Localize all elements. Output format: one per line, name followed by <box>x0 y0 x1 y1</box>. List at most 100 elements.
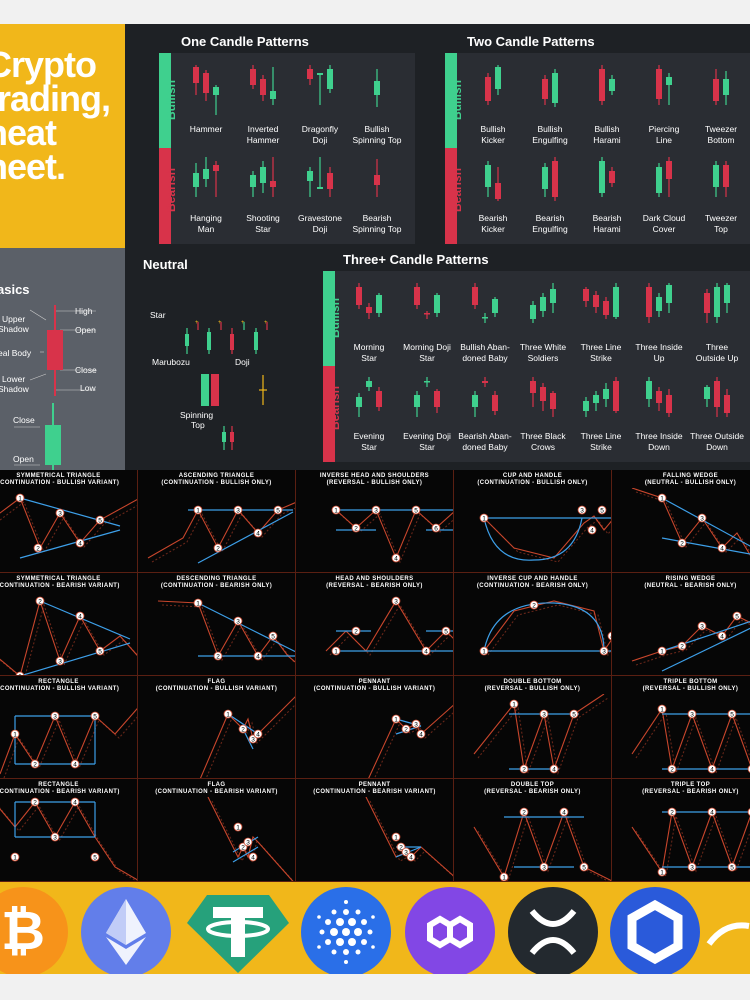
point-marker <box>243 837 253 847</box>
chart-pattern-title: SYMMETRICAL TRIANGLE <box>16 576 101 582</box>
point-marker <box>70 797 80 807</box>
point-number: 2 <box>522 767 526 774</box>
neutral-title: Neutral <box>143 257 188 272</box>
three-candle-bearish-mark <box>492 395 498 411</box>
point-number: 1 <box>18 496 22 503</box>
three-candle-bearish-caption: Bearish Aban- doned Baby <box>458 431 512 452</box>
point-number: 6 <box>434 526 438 533</box>
chainlink-logo-icon <box>610 887 700 974</box>
chart-pattern-cell: SYMMETRICAL TRIANGLE (CONTINUATION - BEAR… <box>0 573 138 676</box>
point-marker <box>539 862 549 872</box>
point-marker <box>697 513 707 523</box>
price-line <box>631 707 750 772</box>
two-candle-bullish-caption: Bullish Kicker <box>480 124 506 145</box>
trend-line <box>21 642 131 675</box>
chart-pattern-subtitle: (CONTINUATION - BULLISH ONLY) <box>477 480 588 486</box>
point-number: 2 <box>216 546 220 553</box>
point-number: 4 <box>394 556 398 563</box>
three-candle-bullish-caption: Bullish Aban- doned Baby <box>460 342 510 363</box>
price-line <box>147 502 295 559</box>
two-candle-bearish-caption: Tweezer Top <box>704 213 738 234</box>
chart-pattern-title: CUP AND HANDLE <box>502 473 563 479</box>
point-marker <box>391 714 401 724</box>
point-number: 5 <box>582 865 586 872</box>
chart-pattern-subtitle: (NEUTRAL - BULLISH ONLY) <box>644 480 737 486</box>
point-number: 1 <box>13 855 17 862</box>
one-candle-bullish-caption: Hammer <box>189 124 223 134</box>
point-marker <box>331 646 341 656</box>
three-candle-bearish-mark <box>540 387 546 401</box>
point-number: 2 <box>522 810 526 817</box>
point-number: 2 <box>216 654 220 661</box>
point-marker <box>15 493 25 503</box>
point-number: 2 <box>399 845 403 852</box>
two-candle-bullish-caption: Bullish Engulfing <box>532 124 568 145</box>
point-number: 1 <box>394 717 398 724</box>
chart-pattern-subtitle: (REVERSAL - BEARISH ONLY) <box>642 789 739 795</box>
chart-pattern-title: ASCENDING TRIANGLE <box>178 473 255 479</box>
two-candle-bearish-caption: Dark Cloud Cover <box>642 213 686 234</box>
one-candle-bearish-caption: Hanging Man <box>190 213 222 234</box>
chart-pattern-subtitle: (CONTINUATION - BULLISH VARIANT) <box>313 686 436 692</box>
point-marker <box>351 626 361 636</box>
point-marker <box>539 709 549 719</box>
three-candle-bearish-mark <box>356 397 362 407</box>
point-number: 3 <box>236 508 240 515</box>
point-number: 1 <box>196 601 200 608</box>
poster-title: Crypto trading, heat heet. <box>0 44 111 187</box>
three-candle-bullish-caption: Three Outside Up <box>695 342 739 363</box>
point-marker <box>569 709 579 719</box>
one-candle-bullish-caption: Bullish Spinning Top <box>352 124 402 145</box>
one-candle-bearish-mark <box>193 173 199 187</box>
trend-line <box>39 600 131 640</box>
chart-pattern-subtitle: (CONTINUATION - BULLISH ONLY) <box>161 480 272 486</box>
two-candle-bearish-caption: Bearish Engulfing <box>532 213 568 234</box>
point-marker <box>193 505 203 515</box>
two-candle-bullish-caption: Tweezer Bottom <box>704 124 738 145</box>
three-candle-bearish-mark <box>414 395 420 407</box>
three-candle-bearish-caption: Evening Doji Star <box>403 431 451 452</box>
point-marker <box>248 852 258 862</box>
point-number: 2 <box>38 599 42 606</box>
chart-pattern-title: DOUBLE TOP <box>510 782 555 788</box>
three-candle-bullish-mark <box>472 287 478 305</box>
point-number: 1 <box>502 875 506 882</box>
one-candle-bearish-mark <box>260 167 266 183</box>
point-number: 4 <box>73 800 77 807</box>
point-number: 3 <box>251 737 255 744</box>
price-line <box>0 599 137 675</box>
one-candle-bullish-mark <box>270 91 276 99</box>
three-candle-bullish-mark <box>482 317 488 319</box>
point-marker <box>657 867 667 877</box>
price-line <box>631 488 750 556</box>
point-number: 5 <box>276 508 280 515</box>
point-marker <box>75 538 85 548</box>
three-candle-bearish-mark <box>656 391 662 403</box>
point-number: 5 <box>93 714 97 721</box>
price-line <box>365 797 453 877</box>
point-marker <box>727 862 737 872</box>
point-marker <box>707 764 717 774</box>
three-candle-bearish-mark <box>583 401 589 411</box>
three-candle-bullish-mark <box>714 287 720 317</box>
two-candle-bullish-mark <box>609 79 615 91</box>
point-number: 2 <box>680 644 684 651</box>
point-marker <box>479 646 489 656</box>
two-candle-bearish-mark <box>542 167 548 189</box>
three-candle-bullish-mark <box>656 297 662 311</box>
point-number: 3 <box>58 659 62 666</box>
candlestick-patterns-area: One Candle Patterns Bullish Bearish Hamm… <box>125 24 750 470</box>
point-number: 1 <box>334 649 338 656</box>
three-candle-bearish-mark <box>593 395 599 403</box>
point-marker <box>253 528 263 538</box>
bitcoin-logo-icon: ₿ <box>0 887 68 974</box>
point-marker <box>70 759 80 769</box>
three-candle-bearish-mark <box>714 381 720 407</box>
two-candle-bullish-mark <box>599 69 605 101</box>
